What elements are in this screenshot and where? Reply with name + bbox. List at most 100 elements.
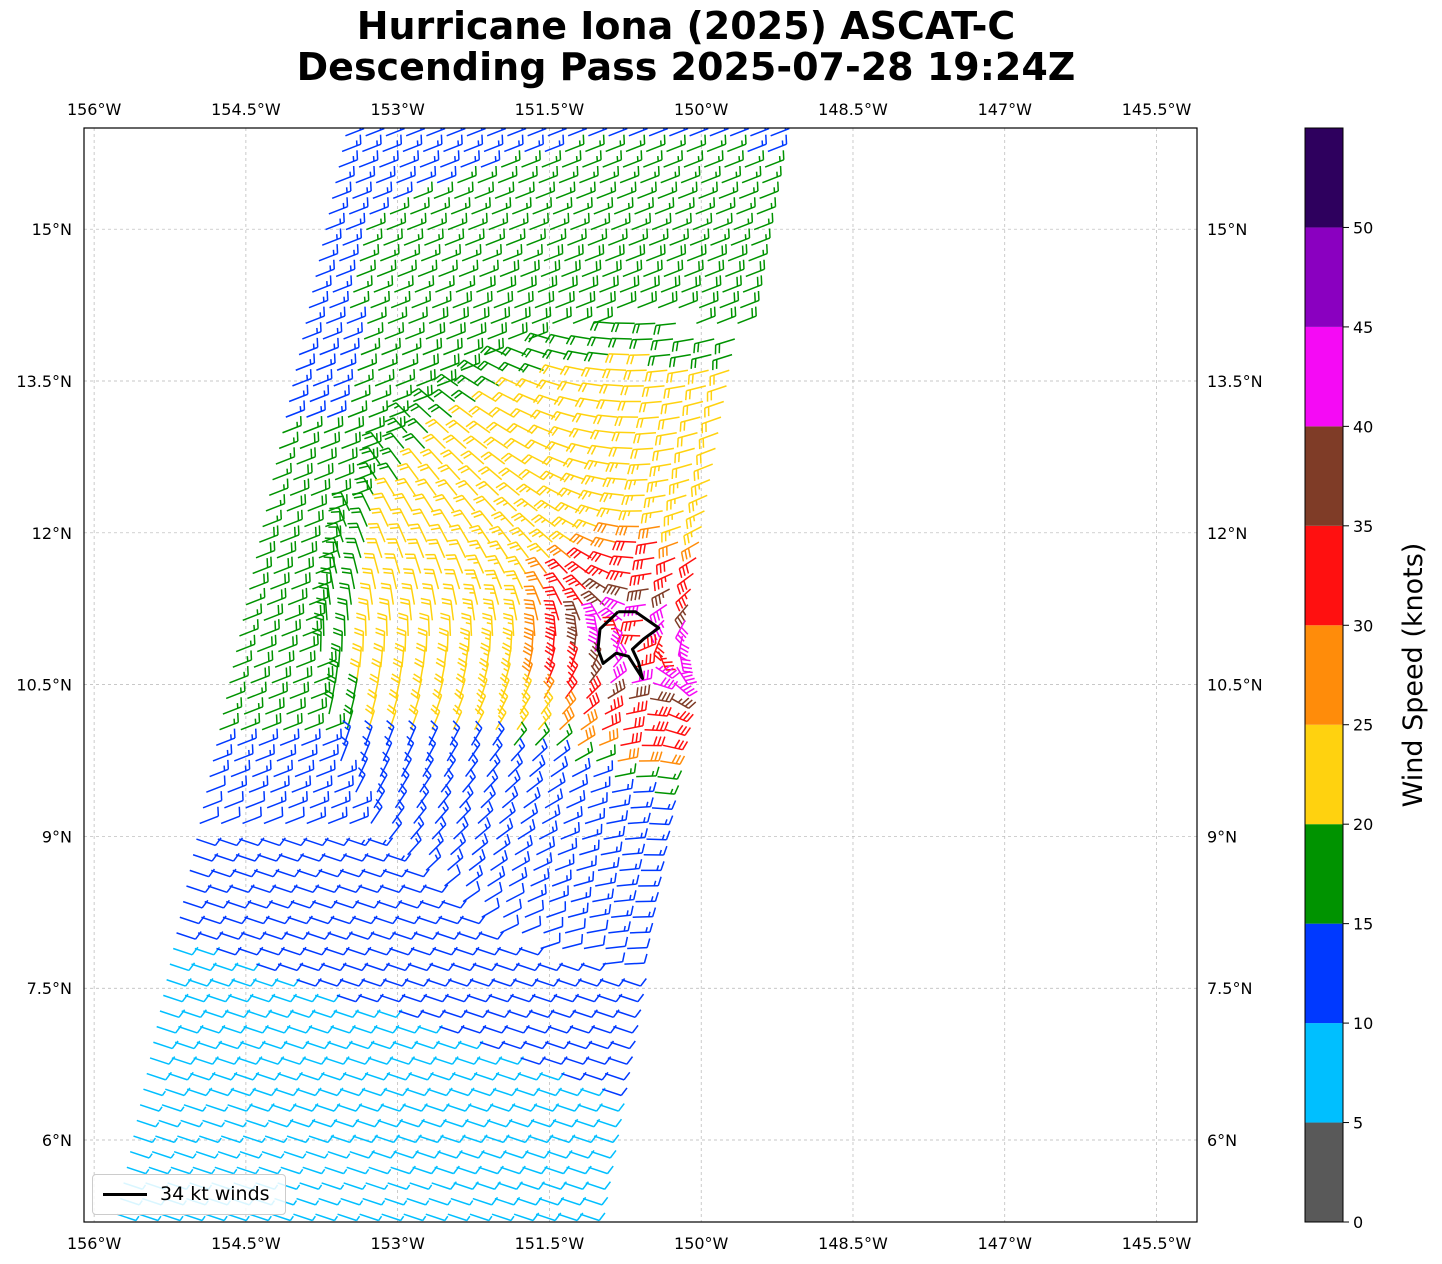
wind-barb-653 <box>524 570 545 590</box>
wind-barb-shaft-959 <box>459 792 474 809</box>
wind-barb-1227 <box>510 993 536 1003</box>
wind-barb-flag-812 <box>636 687 639 697</box>
wind-barb-shaft-292 <box>405 331 425 340</box>
wind-barb-flag-410 <box>533 411 541 420</box>
wind-barb-714 <box>419 612 431 636</box>
wind-barb-1171 <box>256 962 282 972</box>
wind-barb-shaft-1073 <box>530 877 550 887</box>
wind-barb-flag-391 <box>595 399 602 409</box>
wind-barb-885 <box>297 744 318 762</box>
wind-barb-shaft-23 <box>341 143 362 153</box>
wind-barb-shaft-331 <box>295 362 315 371</box>
wind-barb-493 <box>417 463 440 481</box>
wind-barb-826 <box>454 688 465 715</box>
wind-barb-shaft-1142 <box>586 928 607 934</box>
wind-barb-flag-349 <box>648 371 653 382</box>
wind-barb-533 <box>331 491 351 512</box>
wind-barb-flag-589 <box>569 533 577 542</box>
wind-barb-flag-759 <box>437 646 447 652</box>
wind-barb-flag-743 <box>567 627 577 633</box>
wind-barb-972 <box>263 806 284 825</box>
wind-barb-shaft-734 <box>383 631 386 652</box>
wind-barb-shaft-1154 <box>367 947 387 956</box>
wind-barb-flag-836 <box>679 710 687 720</box>
wind-barb-flag-697 <box>523 599 534 602</box>
wind-barb-halfflag-1000 <box>395 821 400 827</box>
wind-barb-flag-654 <box>543 572 554 577</box>
wind-barb-458 <box>608 446 633 457</box>
wind-barb-flag-652 <box>506 573 516 577</box>
wind-barb-438 <box>654 432 677 446</box>
wind-barb-625 <box>404 553 422 574</box>
wind-barb-flag-805 <box>477 676 487 684</box>
wind-barb-903 <box>209 759 230 778</box>
wind-barb-flag-302 <box>586 336 593 347</box>
wind-barb-shaft-674 <box>512 585 521 605</box>
wind-barb-shaft-290 <box>363 331 384 340</box>
wind-barb-halfflag-1049 <box>501 856 505 862</box>
wind-barb-shaft-962 <box>523 795 541 809</box>
wind-barb-shaft-258 <box>616 299 636 309</box>
wind-barb-flag-456 <box>565 443 573 452</box>
wind-barb-flag-647 <box>404 572 414 575</box>
wind-barb-6 <box>446 128 467 137</box>
wind-barb-halfflag-740 <box>506 637 512 641</box>
wind-barb-flag-386 <box>495 393 504 402</box>
wind-barb-656 <box>581 577 607 590</box>
wind-barb-flag-569 <box>615 526 620 536</box>
wind-barb-571 <box>661 525 682 543</box>
wind-barb-flag-1187 <box>621 952 626 962</box>
wind-barb-halfflag-827 <box>477 699 483 704</box>
wind-barb-shaft-1165 <box>605 945 626 950</box>
wind-barb-487 <box>313 462 334 481</box>
wind-barb-flag-726 <box>678 650 688 657</box>
wind-barb-1056 <box>640 861 665 872</box>
wind-barb-339 <box>460 353 481 371</box>
wind-barb-623 <box>363 552 380 574</box>
wind-barb-flag-915 <box>471 752 479 762</box>
wind-barb-shaft-1164 <box>583 944 604 950</box>
wind-barb-1203 <box>469 978 496 987</box>
wind-barb-598 <box>318 541 339 559</box>
wind-barb-shaft-1228 <box>531 994 552 1003</box>
wind-barb-60 <box>643 150 663 168</box>
wind-barb-flag-853 <box>563 712 569 722</box>
wind-barb-shaft-724 <box>620 634 641 637</box>
wind-barb-shaft-646 <box>391 569 398 590</box>
wind-barb-flag-412 <box>571 412 578 422</box>
wind-barb-240 <box>701 275 722 293</box>
wind-barb-65 <box>744 150 765 168</box>
wind-barb-flag-733 <box>354 631 364 637</box>
wind-barb-flag-524 <box>603 493 609 503</box>
wind-barb-flag-623 <box>363 552 374 555</box>
wind-barb-flag-608 <box>509 544 519 549</box>
wind-barb-668 <box>380 582 395 605</box>
wind-barb-flag-880 <box>681 741 689 751</box>
wind-barb-105 <box>657 181 678 200</box>
wind-barb-shaft-718 <box>511 615 515 636</box>
wind-barb-shaft-714 <box>427 615 431 636</box>
wind-barb-flag-809 <box>568 677 576 686</box>
wind-barb-shaft-156 <box>342 237 362 246</box>
wind-barb-flag-502 <box>606 478 612 488</box>
wind-barb-368 <box>577 382 603 393</box>
wind-barb-flag-321 <box>525 349 532 358</box>
wind-barb-halfflag-717 <box>486 621 493 625</box>
wind-barb-flag-384 <box>454 391 463 399</box>
wind-barb-358 <box>395 369 416 387</box>
wind-barb-flag-809 <box>570 674 578 683</box>
wind-barb-flag-645 <box>361 567 372 571</box>
wind-barb-shaft-1206 <box>534 979 555 987</box>
wind-barb-73 <box>457 165 477 184</box>
wind-barb-707 <box>281 619 302 637</box>
wind-barb-shaft-1141 <box>564 927 585 934</box>
wind-barb-flag-543 <box>533 499 542 508</box>
wind-barb-flag-545 <box>574 504 582 514</box>
wind-barb-flag-834 <box>637 702 640 712</box>
wind-barb-halfflag-1034 <box>659 849 663 856</box>
wind-barb-672 <box>463 583 479 605</box>
wind-barb-shaft-1173 <box>299 963 319 972</box>
wind-barb-477 <box>541 455 568 466</box>
wind-barb-1074 <box>551 869 572 887</box>
wind-barb-flag-592 <box>642 543 646 554</box>
